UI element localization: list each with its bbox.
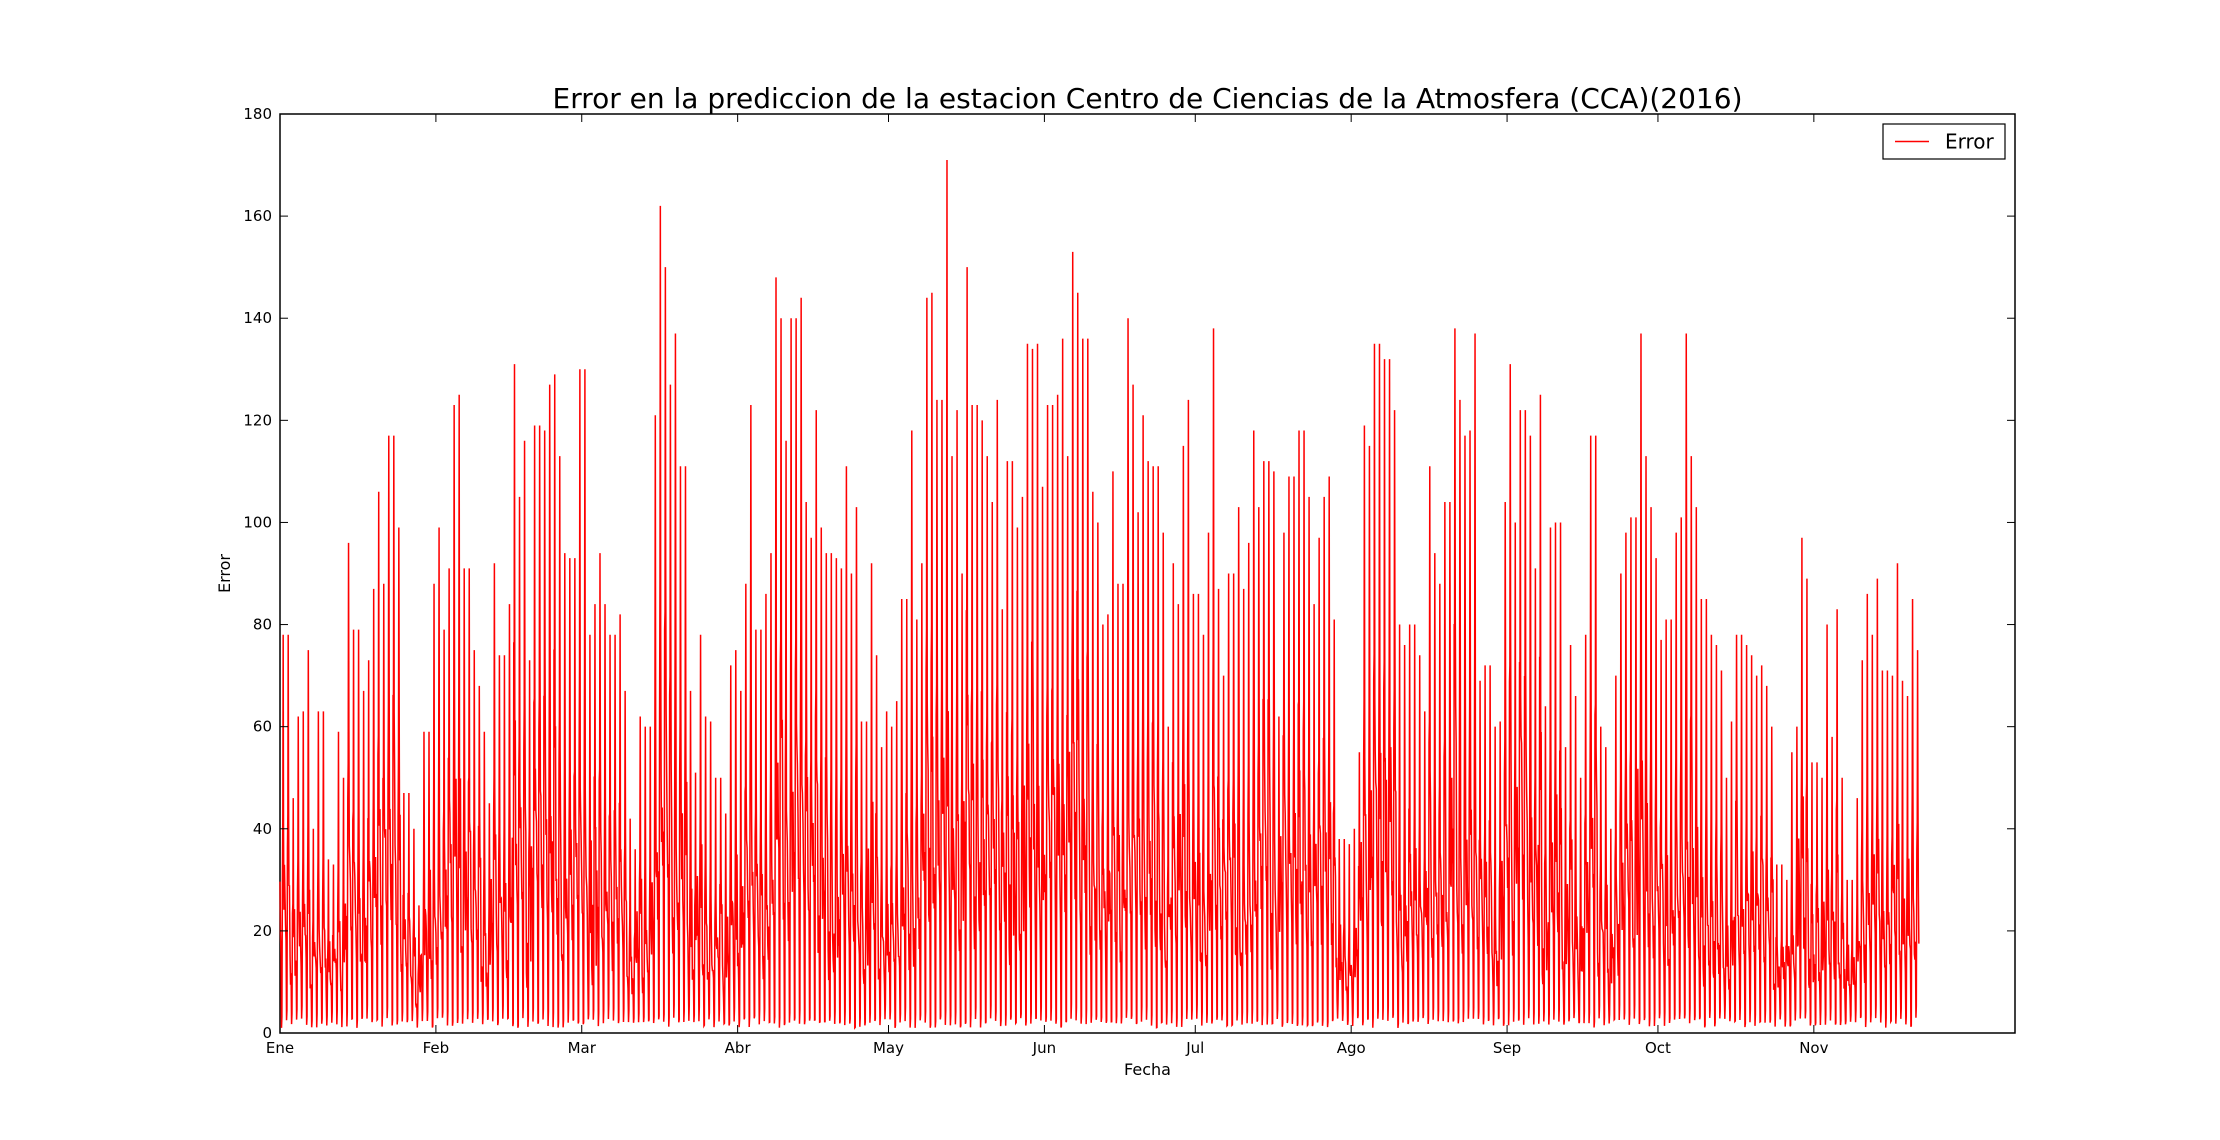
x-tick-label: Sep [1493,1039,1521,1057]
y-tick-label: 60 [253,718,272,736]
x-tick-label: Jul [1185,1039,1204,1057]
y-tick-label: 40 [253,820,272,838]
x-tick-label: May [873,1039,904,1057]
x-tick-label: Ene [266,1039,294,1057]
y-tick-label: 140 [243,309,272,327]
series-line-error [279,159,1920,1030]
y-tick-label: 0 [262,1024,272,1042]
plot-area [279,113,2016,1034]
y-tick-label: 120 [243,411,272,429]
x-tick-label: Oct [1645,1039,1671,1057]
x-tick-label: Jun [1032,1039,1056,1057]
x-tick-label: Nov [1799,1039,1828,1057]
legend: Error [1882,123,2006,160]
y-tick-label: 80 [253,616,272,634]
x-tick-label: Abr [725,1039,752,1057]
y-axis-label: Error [215,554,234,593]
x-tick-label: Mar [568,1039,597,1057]
y-axis: 0 20 40 60 80 100 120 140 160 180 [243,105,2015,1042]
y-tick-label: 100 [243,513,272,531]
y-tick-label: 160 [243,207,272,225]
plot-frame [279,113,2016,1034]
x-axis-label: Fecha [1124,1060,1171,1079]
x-axis: Ene Feb Mar Abr May Jun Jul Ago Sep Oct Nov [266,114,1829,1057]
x-tick-label: Ago [1337,1039,1366,1057]
x-tick-label: Feb [423,1039,450,1057]
y-tick-label: 20 [253,922,272,940]
chart-title: Error en la prediccion de la estacion Ce… [553,82,1743,115]
legend-label-error: Error [1945,130,1995,154]
y-tick-label: 180 [243,105,272,123]
